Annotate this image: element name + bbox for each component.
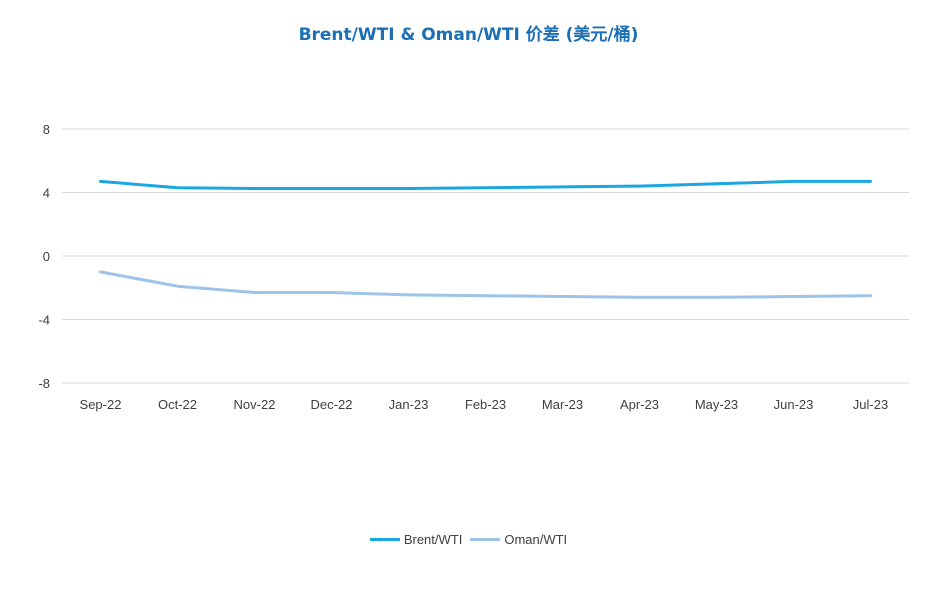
x-tick-label: Jan-23 [389, 397, 429, 412]
x-tick-label: Dec-22 [311, 397, 353, 412]
y-tick-label: 0 [43, 249, 50, 264]
x-tick-labels: Sep-22 Oct-22 Nov-22 Dec-22 Jan-23 Feb-23 Mar-… [80, 397, 889, 412]
legend-item-brent-wti[interactable]: Brent/WTI [369, 532, 463, 547]
y-tick-label: -4 [38, 313, 50, 328]
legend-label-brent-wti: Brent/WTI [403, 532, 463, 547]
legend: Brent/WTI Oman/WTI [0, 532, 937, 547]
y-tick-label: -8 [38, 376, 50, 391]
gridlines [62, 128, 909, 384]
x-tick-label: Feb-23 [465, 397, 506, 412]
x-tick-label: Nov-22 [234, 397, 276, 412]
legend-label-oman-wti: Oman/WTI [504, 532, 568, 547]
x-tick-label: Oct-22 [158, 397, 197, 412]
legend-swatch-oman-wti [470, 538, 501, 541]
y-tick-label: 4 [43, 186, 50, 201]
series-line-brent-wti [99, 179, 872, 190]
series-lines [99, 179, 872, 299]
legend-item-oman-wti[interactable]: Oman/WTI [470, 532, 567, 547]
legend-swatch-brent-wti [369, 538, 400, 541]
y-tick-labels: -8 -4 0 4 8 [38, 122, 50, 391]
x-tick-label: Jun-23 [774, 397, 814, 412]
x-tick-label: Sep-22 [80, 397, 122, 412]
series-line-oman-wti [99, 270, 872, 299]
x-tick-label: Apr-23 [620, 397, 659, 412]
chart-title: Brent/WTI & Oman/WTI 价差 (美元/桶) [298, 25, 639, 45]
x-tick-label: May-23 [695, 397, 738, 412]
y-tick-label: 8 [43, 122, 50, 137]
x-tick-label: Mar-23 [542, 397, 583, 412]
x-tick-label: Jul-23 [853, 397, 888, 412]
